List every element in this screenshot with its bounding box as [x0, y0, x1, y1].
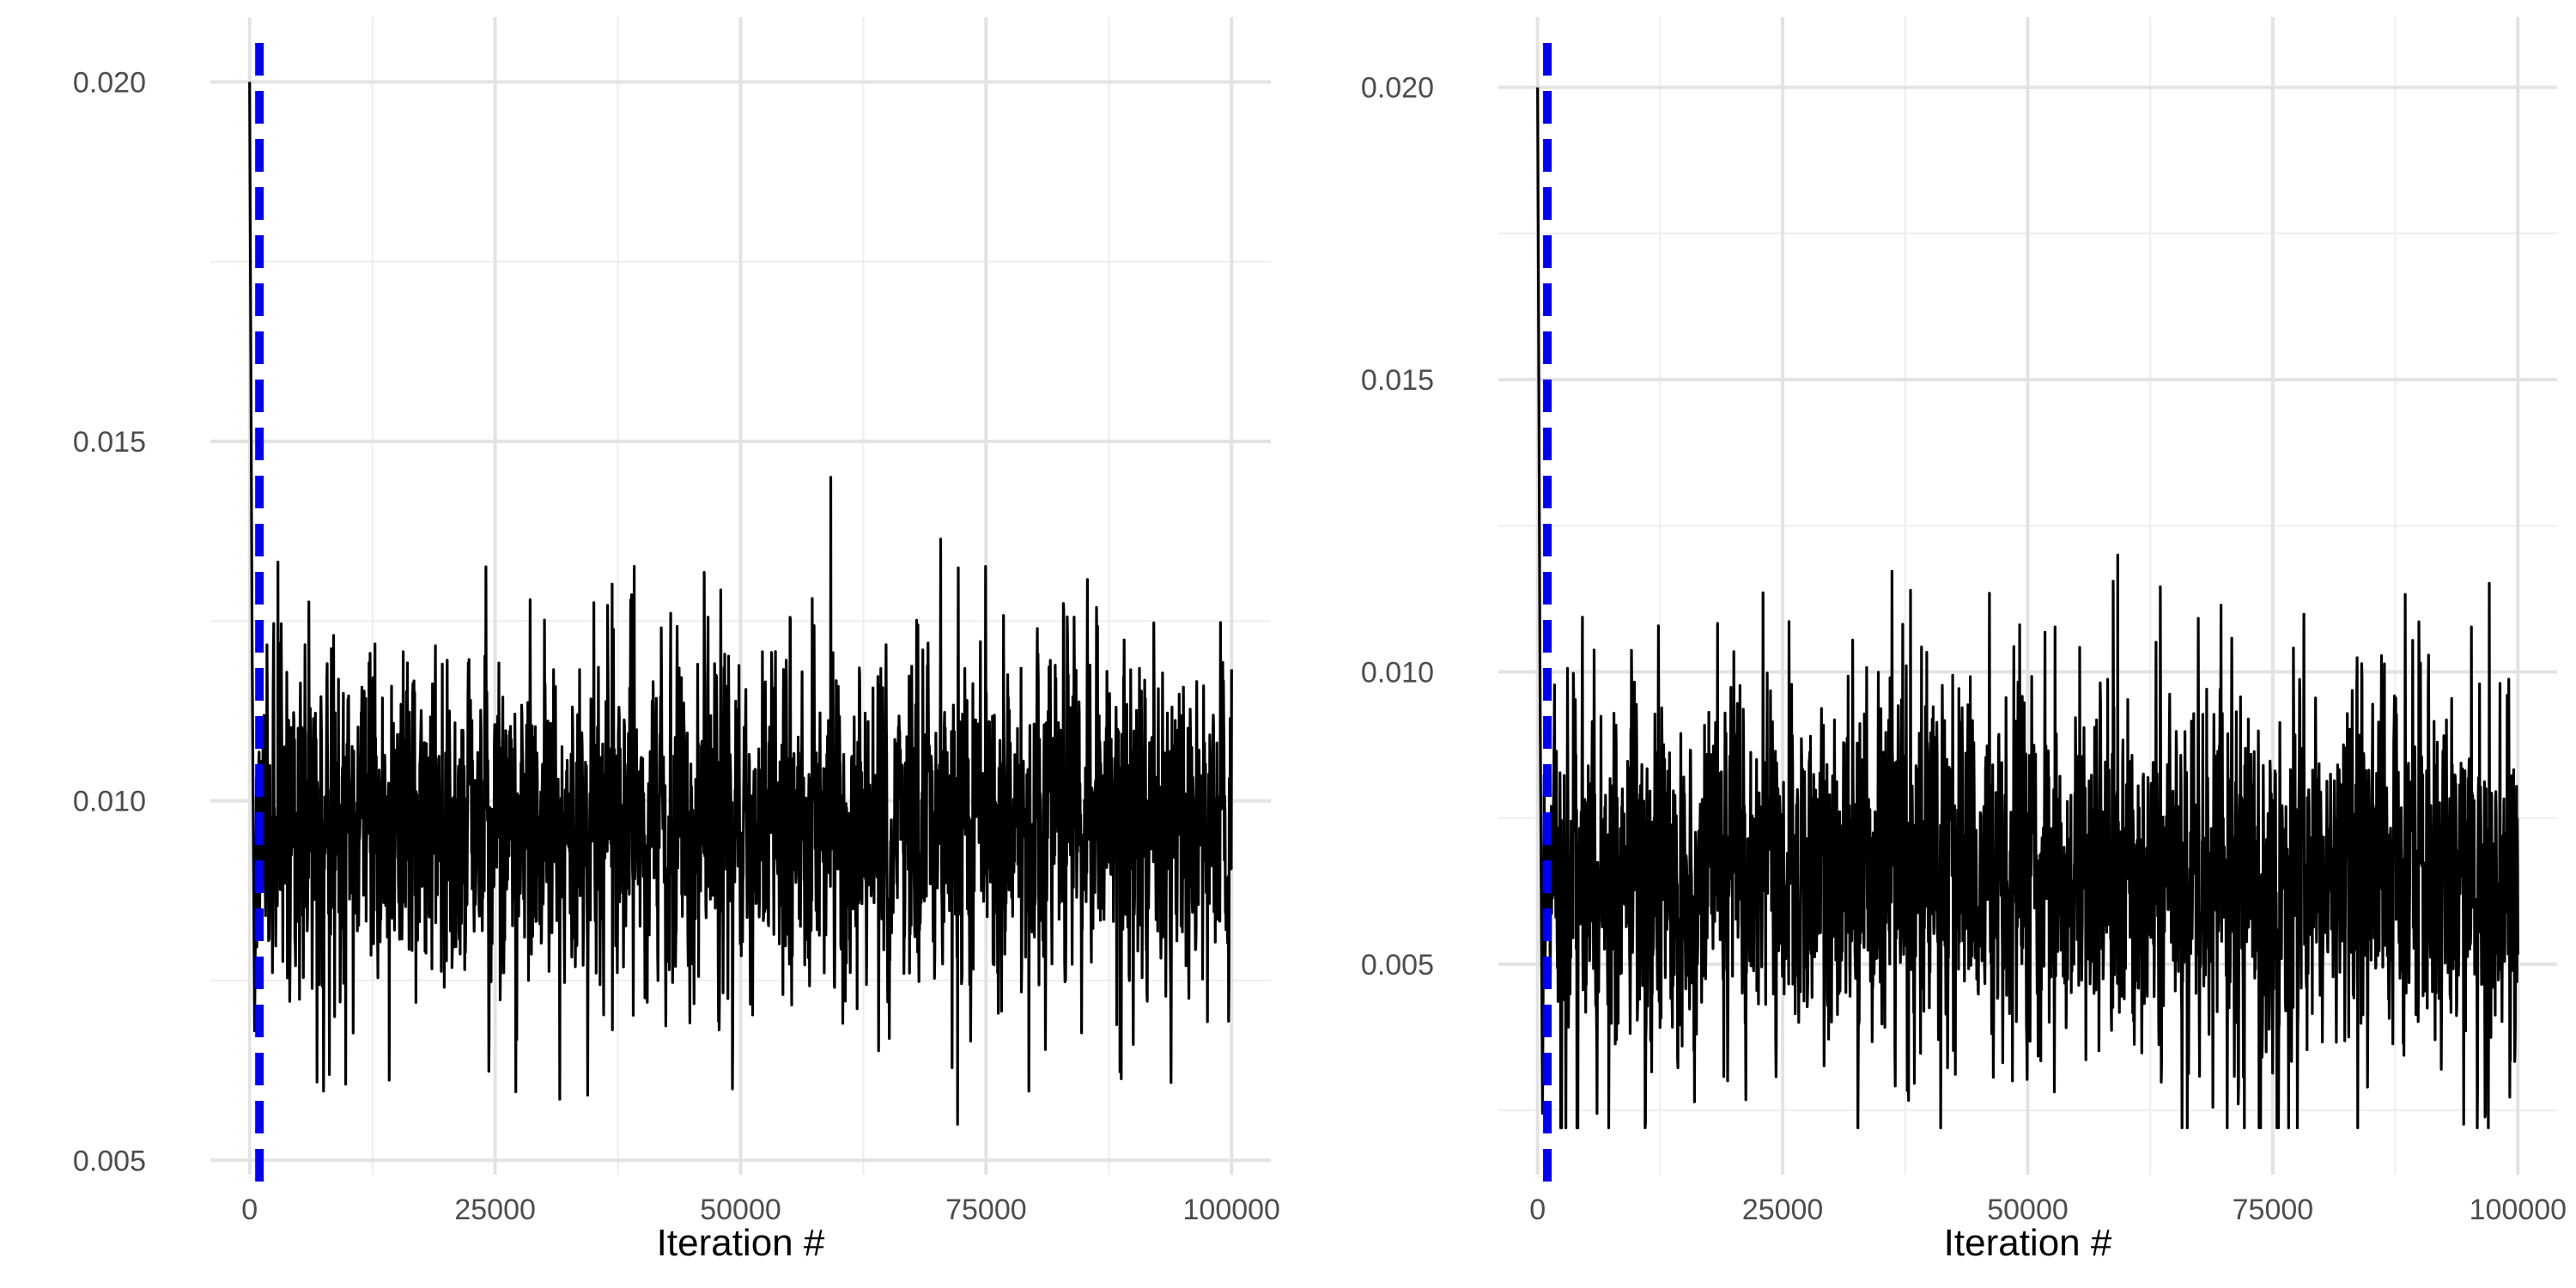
x-tick-label: 50000	[700, 1194, 781, 1226]
mcmc-trace-line	[1536, 87, 2519, 1130]
y-tick-label: 0.005	[73, 1145, 146, 1177]
x-tick-label: 25000	[454, 1194, 536, 1226]
x-axis-title: Iteration #	[657, 1222, 825, 1264]
x-tick-label: 25000	[1742, 1194, 1824, 1226]
x-axis-title: Iteration #	[1944, 1222, 2112, 1264]
y-tick-label: 0.010	[1361, 657, 1434, 690]
x-tick-label: 0	[241, 1194, 258, 1226]
x-tick-label: 75000	[2233, 1194, 2314, 1226]
y-tick-label: 0.015	[1361, 364, 1434, 397]
x-tick-label: 0	[1529, 1194, 1546, 1226]
left-trace-panel: 0.005 0.010 0.015 0.020 0 25000 50000 75000 1000…	[73, 17, 1280, 1264]
y-tick-label: 0.020	[73, 66, 146, 99]
y-tick-label: 0.020	[1361, 72, 1434, 105]
mcmc-trace-line	[248, 82, 1233, 1126]
y-tick-label: 0.015	[73, 426, 146, 459]
x-tick-label: 50000	[1987, 1194, 2069, 1226]
y-tick-label: 0.005	[1361, 949, 1434, 981]
y-tick-label: 0.010	[73, 786, 146, 818]
x-tick-label: 100000	[1183, 1194, 1280, 1226]
right-trace-panel: 0.005 0.010 0.015 0.020 0 25000 50000 75000 1000…	[1361, 17, 2567, 1264]
x-tick-label: 75000	[945, 1194, 1027, 1226]
x-tick-label: 100000	[2470, 1194, 2567, 1226]
